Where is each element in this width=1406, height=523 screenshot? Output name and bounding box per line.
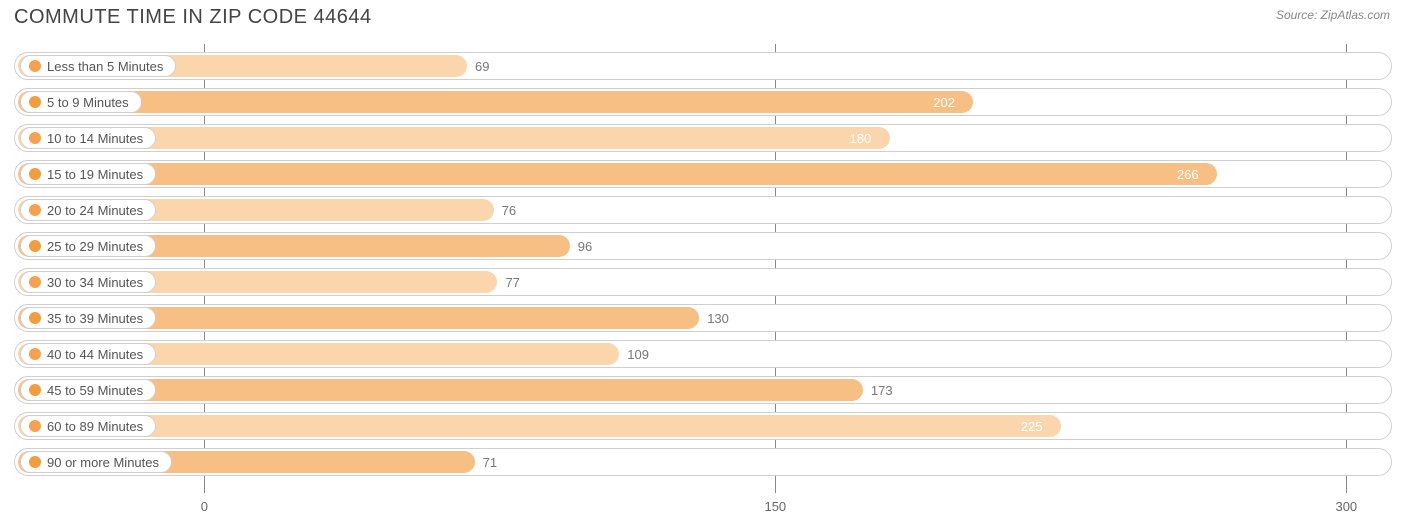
category-pill: 60 to 89 Minutes [20,415,156,437]
category-dot-icon [29,456,41,468]
category-label: 5 to 9 Minutes [47,95,129,110]
category-label: 45 to 59 Minutes [47,383,143,398]
category-label: 15 to 19 Minutes [47,167,143,182]
category-dot-icon [29,312,41,324]
x-tick-label: 150 [764,499,786,514]
category-pill: 5 to 9 Minutes [20,91,142,113]
category-dot-icon [29,96,41,108]
category-dot-icon [29,132,41,144]
category-pill: 90 or more Minutes [20,451,172,473]
category-label: Less than 5 Minutes [47,59,163,74]
plot-area: Less than 5 Minutes 69 5 to 9 Minutes 202 10… [14,44,1392,493]
bar-row: 45 to 59 Minutes 173 [14,376,1392,404]
bar-row: Less than 5 Minutes 69 [14,52,1392,80]
value-label: 69 [475,52,489,80]
category-pill: 30 to 34 Minutes [20,271,156,293]
category-label: 25 to 29 Minutes [47,239,143,254]
value-label: 76 [502,196,516,224]
category-pill: Less than 5 Minutes [20,55,176,77]
category-dot-icon [29,420,41,432]
category-dot-icon [29,384,41,396]
category-label: 40 to 44 Minutes [47,347,143,362]
category-dot-icon [29,168,41,180]
value-label: 77 [505,268,519,296]
category-dot-icon [29,240,41,252]
category-pill: 10 to 14 Minutes [20,127,156,149]
value-label: 225 [1021,412,1043,440]
bar-fill [18,163,1217,185]
x-tick-label: 0 [201,499,208,514]
bar-fill [18,415,1061,437]
category-dot-icon [29,60,41,72]
category-pill: 40 to 44 Minutes [20,343,156,365]
category-label: 30 to 34 Minutes [47,275,143,290]
chart-title: COMMUTE TIME IN ZIP CODE 44644 [14,6,372,29]
bar-row: 90 or more Minutes 71 [14,448,1392,476]
category-dot-icon [29,276,41,288]
category-dot-icon [29,204,41,216]
value-label: 109 [627,340,649,368]
bar-row: 15 to 19 Minutes 266 [14,160,1392,188]
value-label: 96 [578,232,592,260]
value-label: 180 [850,124,872,152]
category-label: 60 to 89 Minutes [47,419,143,434]
chart-source: Source: ZipAtlas.com [1276,8,1390,22]
bar-row: 10 to 14 Minutes 180 [14,124,1392,152]
category-label: 35 to 39 Minutes [47,311,143,326]
category-pill: 45 to 59 Minutes [20,379,156,401]
value-label: 173 [871,376,893,404]
bar-row: 60 to 89 Minutes 225 [14,412,1392,440]
bar-row: 5 to 9 Minutes 202 [14,88,1392,116]
bar-row: 30 to 34 Minutes 77 [14,268,1392,296]
value-label: 71 [483,448,497,476]
category-label: 90 or more Minutes [47,455,159,470]
bar-row: 35 to 39 Minutes 130 [14,304,1392,332]
category-pill: 20 to 24 Minutes [20,199,156,221]
category-dot-icon [29,348,41,360]
bar-row: 40 to 44 Minutes 109 [14,340,1392,368]
bar-row: 20 to 24 Minutes 76 [14,196,1392,224]
category-pill: 15 to 19 Minutes [20,163,156,185]
value-label: 266 [1177,160,1199,188]
value-label: 130 [707,304,729,332]
x-axis: 0 150 300 [14,493,1392,523]
category-pill: 35 to 39 Minutes [20,307,156,329]
category-pill: 25 to 29 Minutes [20,235,156,257]
commute-time-chart: COMMUTE TIME IN ZIP CODE 44644 Source: Z… [0,0,1406,523]
x-tick-label: 300 [1335,499,1357,514]
category-label: 10 to 14 Minutes [47,131,143,146]
category-label: 20 to 24 Minutes [47,203,143,218]
value-label: 202 [933,88,955,116]
bar-row: 25 to 29 Minutes 96 [14,232,1392,260]
bar-fill [18,91,973,113]
